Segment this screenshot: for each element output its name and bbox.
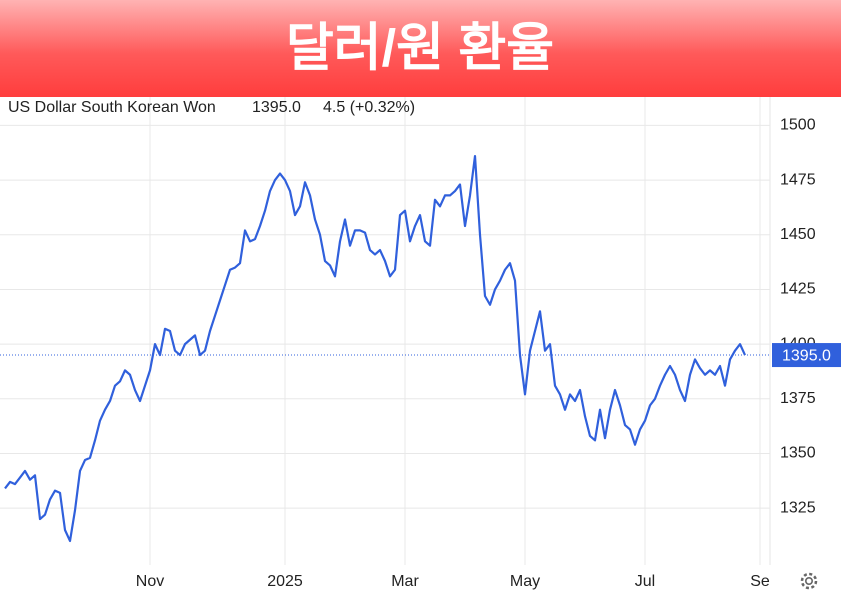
last-price-tag	[772, 343, 841, 368]
change: 4.5 (+0.32%)	[323, 99, 415, 116]
x-tick-label: May	[510, 573, 540, 590]
grid	[0, 97, 770, 565]
y-tick-label: 1425	[780, 281, 816, 298]
price-line	[4, 154, 747, 543]
last-price-label: 1395.0	[782, 347, 831, 364]
x-tick-label: Mar	[391, 573, 419, 590]
x-tick-label: Nov	[136, 573, 164, 590]
x-tick-label: Jul	[635, 573, 655, 590]
settings-icon[interactable]	[800, 572, 818, 590]
y-tick-label: 1500	[780, 117, 816, 134]
y-tick-label: 1375	[780, 390, 816, 407]
banner	[0, 0, 841, 97]
banner-title: 달러/원 환율	[286, 20, 554, 78]
plot	[0, 154, 770, 543]
price: 1395.0	[252, 99, 301, 116]
y-tick-label: 1350	[780, 445, 816, 462]
x-tick-label: 2025	[267, 573, 303, 590]
y-tick-label: 1325	[780, 499, 816, 516]
instrument-name: US Dollar South Korean Won	[8, 99, 216, 116]
x-tick-label: Se	[750, 573, 770, 590]
y-tick-label: 1450	[780, 226, 816, 243]
y-tick-label: 1475	[780, 171, 816, 188]
